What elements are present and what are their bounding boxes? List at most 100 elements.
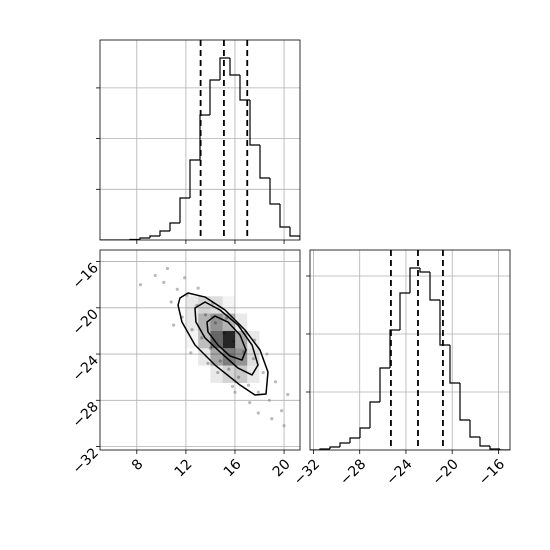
histogram-bin [189,159,200,199]
scatter-point [270,417,274,421]
density-cell [185,296,199,314]
histogram-bin [219,57,230,80]
panel [96,39,301,244]
histogram-bin [139,237,150,240]
histogram-bin [179,197,190,224]
scatter-point [162,280,166,284]
panel: 8 12 16 20−16−20−24−28−32 [70,249,301,480]
y-tick-label: −20 [70,306,102,338]
scatter-point [183,276,187,280]
histogram-bin [399,292,410,330]
scatter-point [279,409,284,413]
density-cell [186,348,198,365]
y-tick-label: −32 [70,445,102,477]
scatter-point [169,300,173,304]
histogram-bin [449,345,460,384]
histogram-bin [229,57,240,76]
density-cell [186,366,198,383]
x-tick-label: 16 [221,456,245,480]
density-cell [234,365,248,383]
density-cell [198,296,211,314]
density-cell [210,365,223,383]
histogram-bin [149,235,160,238]
scatter-point [233,390,237,394]
scatter-point [237,375,241,379]
scatter-point [218,359,222,363]
scatter-point [282,424,286,428]
scatter-point [251,357,255,361]
x-tick-label: −20 [430,456,462,488]
panel-frame [99,249,301,451]
histogram-bin [419,267,430,273]
contour [177,292,269,396]
scatter-point [256,390,260,394]
scatter-point [265,352,269,356]
scatter-point [200,336,204,340]
scatter-point [273,380,278,384]
scatter-point [230,384,235,389]
scatter-point [175,287,179,291]
histogram-bin [409,267,420,293]
y-tick-label: −28 [70,399,102,431]
scatter-point [248,401,252,405]
density-cell [198,348,211,366]
histogram-bin [169,222,180,231]
density-cell [247,296,259,313]
histogram-bin [259,144,270,179]
histogram-bin [359,427,370,438]
scatter-point [261,370,265,375]
density-cell [234,313,248,331]
scatter-point [213,321,217,325]
histogram-bin [269,177,280,205]
histogram-bin [499,449,510,450]
density-cell [198,366,210,383]
x-tick-label: −32 [291,456,323,488]
marks [100,40,300,240]
histogram-bin [379,367,390,402]
scatter-point [246,383,251,387]
x-tick-label: 8 [129,456,147,474]
scatter-point [172,323,176,327]
histogram-bin [209,79,220,116]
scatter-point [203,313,208,317]
histogram-bin [279,204,290,228]
y-tick-label: −24 [70,353,102,385]
histogram-bin [489,445,500,450]
scatter-point [267,398,271,402]
histogram-bin [439,300,450,346]
panel: −32 −28 −24 −20 −16 [291,249,511,489]
histogram-bin [479,437,490,447]
scatter-point [224,316,228,320]
density-cell [210,330,223,349]
x-tick-label: 12 [172,456,196,480]
scatter-point [165,266,170,271]
histogram-bin [469,420,480,438]
scatter-point [153,273,157,278]
histogram-bin [329,446,340,450]
density-cell [247,330,260,349]
marks [310,250,510,450]
histogram-bin [159,230,170,236]
scatter-point [189,351,193,355]
histogram-bin [369,401,380,429]
scatter-point [190,328,194,332]
histogram-bin [389,329,400,368]
histogram-bin [339,442,350,447]
x-tick-label: −16 [476,456,508,488]
density-cell [247,365,260,383]
panel-frame [309,249,511,451]
marks [138,266,290,428]
histogram-bin [249,100,260,146]
scatter-point [138,283,143,287]
density-cell [235,296,247,313]
scatter-point [286,392,290,397]
panel-frame [99,39,301,241]
x-tick-label: −28 [337,456,369,488]
contour [206,315,247,361]
density-cell [247,314,259,331]
histogram-bin [289,227,300,240]
y-tick-label: −16 [70,260,102,292]
scatter-point [196,286,200,290]
contour [194,301,259,376]
